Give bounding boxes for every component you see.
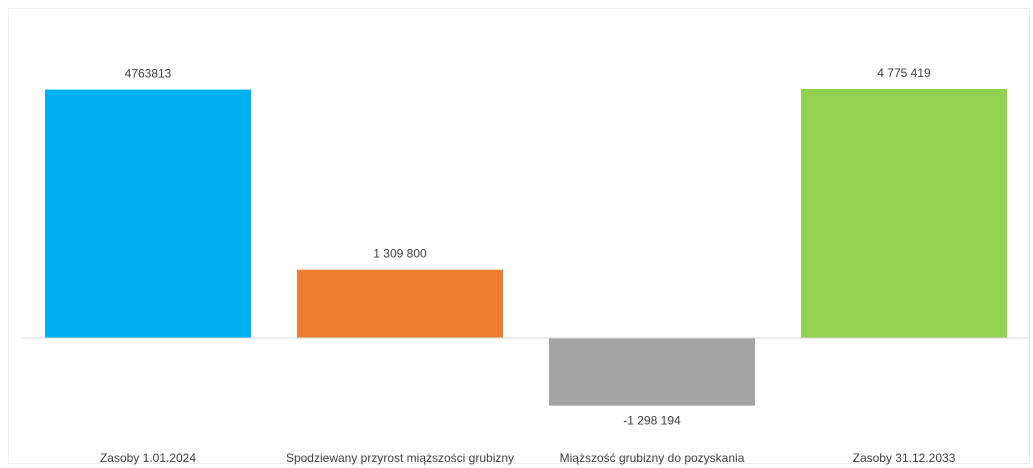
category-label-1: Zasoby 1.01.2024 — [100, 451, 196, 465]
bar-4 — [801, 89, 1007, 338]
data-label-2: 1 309 800 — [373, 247, 427, 261]
data-label-1: 4763813 — [125, 67, 172, 81]
category-label-2: Spodziewany przyrost miąższości grubizny — [286, 451, 514, 465]
data-label-3: -1 298 194 — [623, 414, 681, 428]
category-label-3: Miąższość grubizny do pozyskania — [560, 451, 745, 465]
data-label-4: 4 775 419 — [877, 66, 931, 80]
bar-1 — [45, 89, 251, 338]
bar-3 — [549, 338, 755, 406]
labels-layer: 4763813 Zasoby 1.01.2024 1 309 800 Spodziew… — [100, 66, 956, 465]
bars-layer — [45, 89, 1007, 406]
bar-2 — [297, 269, 503, 338]
category-label-4: Zasoby 31.12.2033 — [853, 451, 956, 465]
